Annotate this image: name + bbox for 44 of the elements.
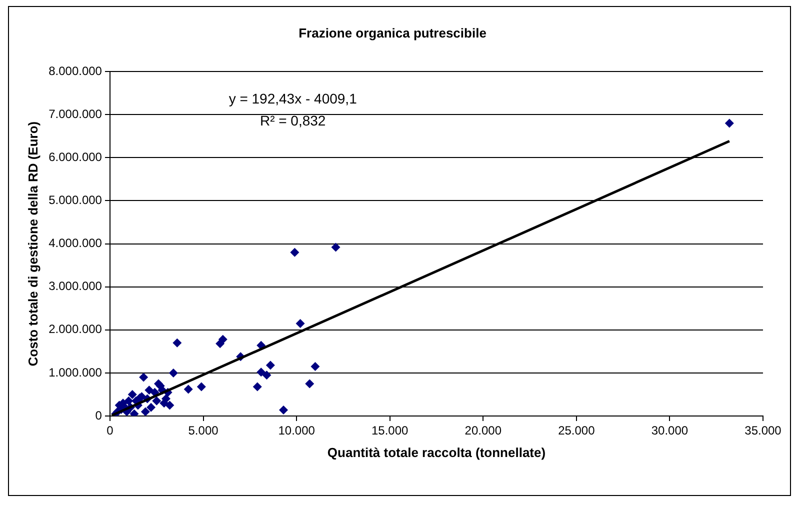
point <box>144 386 154 395</box>
x-tick-label: 5.000 <box>188 424 219 438</box>
point <box>310 362 320 371</box>
x-tick-label: 20.000 <box>464 424 502 438</box>
point <box>184 384 193 394</box>
point <box>279 405 288 414</box>
point <box>152 396 162 406</box>
y-tick-label: 1.000.000 <box>48 365 102 380</box>
x-tick-label: 0 <box>106 424 114 438</box>
y-axis-title: Costo totale di gestione della RD (Euro) <box>25 121 40 366</box>
point <box>218 334 228 344</box>
y-tick-label: 0 <box>95 408 102 422</box>
point <box>256 368 266 377</box>
point <box>172 338 182 348</box>
point <box>296 318 305 328</box>
x-tick-label: 15.000 <box>371 424 409 438</box>
point <box>168 368 178 378</box>
point <box>146 402 156 412</box>
y-tick-label: 2.000.000 <box>48 322 102 336</box>
point <box>196 382 206 392</box>
point <box>266 360 275 370</box>
chart-title: Frazione organica putrescibile <box>298 25 486 40</box>
point <box>140 407 150 416</box>
point <box>331 242 340 252</box>
y-tick-label: 7.000.000 <box>48 106 102 121</box>
x-tick-label: 25.000 <box>558 424 596 438</box>
point <box>128 390 137 399</box>
x-tick-label: 35.000 <box>744 424 782 438</box>
point <box>290 248 300 257</box>
y-tick-label: 4.000.000 <box>48 236 102 250</box>
annotation: R² = 0,832 <box>260 112 326 128</box>
y-tick-label: 3.000.000 <box>48 279 102 294</box>
y-tick-label: 6.000.000 <box>48 150 102 164</box>
y-tick-label: 5.000.000 <box>48 193 102 208</box>
point <box>262 370 272 380</box>
x-tick-label: 10.000 <box>278 424 316 438</box>
x-tick-label: 30.000 <box>651 424 688 438</box>
point <box>252 382 262 392</box>
point <box>724 118 734 128</box>
x-axis-title: Quantità totale raccolta (tonnellate) <box>327 444 546 460</box>
y-tick-label: 8.000.000 <box>48 64 102 78</box>
annotation: y = 192,43x - 4009,1 <box>228 90 358 106</box>
point <box>305 379 314 388</box>
point <box>139 372 148 382</box>
